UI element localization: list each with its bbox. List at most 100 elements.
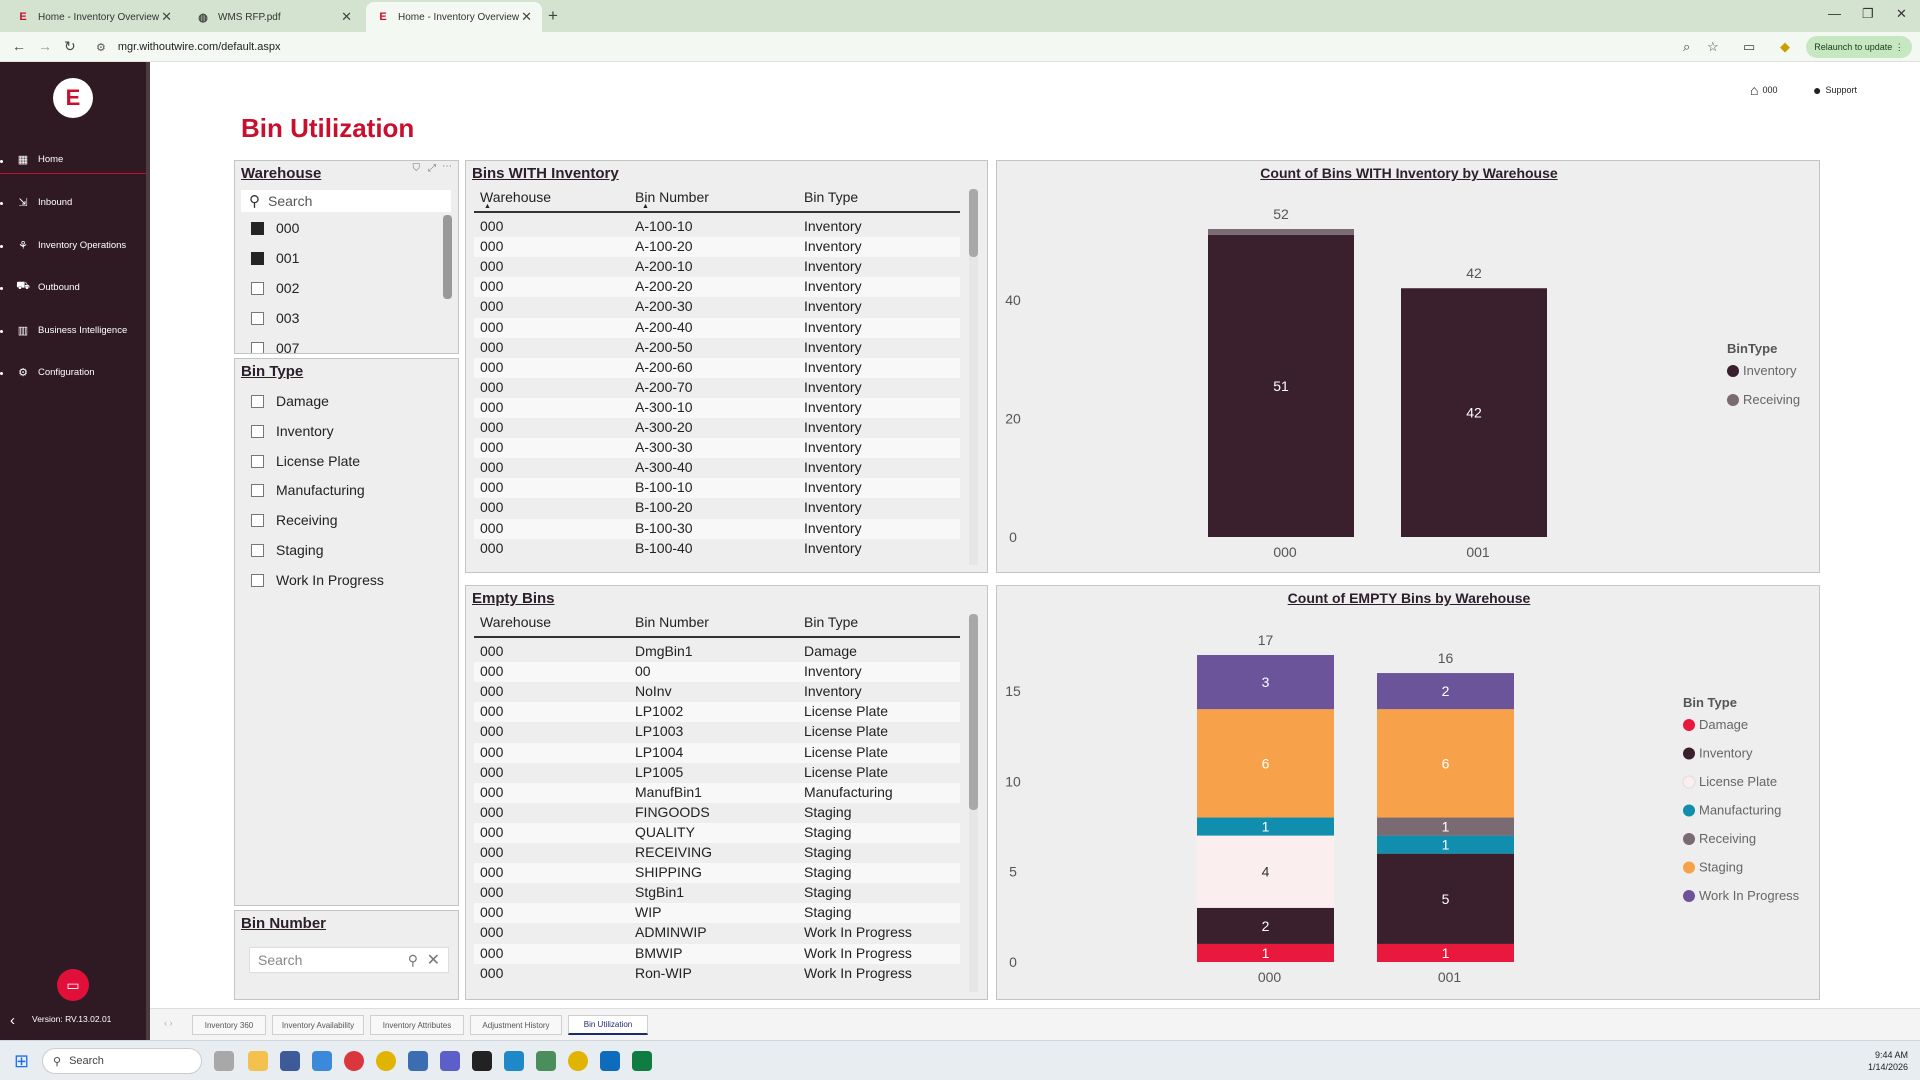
bar-segment-license-plate[interactable]: [1197, 835, 1334, 908]
warehouse-option-002[interactable]: 002: [251, 277, 299, 299]
table-row[interactable]: 000 A-300-10 Inventory: [474, 397, 960, 418]
column-header-bin-type[interactable]: Bin Type: [804, 189, 859, 205]
checkbox[interactable]: [251, 483, 264, 497]
column-header-warehouse[interactable]: Warehouse: [480, 614, 552, 630]
legend-entry[interactable]: Inventory: [1699, 746, 1753, 761]
bar-segment-receiving[interactable]: [1208, 229, 1354, 235]
table-row[interactable]: 000 DmgBin1 Damage: [474, 642, 960, 662]
filter-icon[interactable]: ⛉: [412, 163, 421, 174]
forward-icon[interactable]: →: [38, 38, 52, 54]
bar-segment-inventory[interactable]: [1197, 907, 1334, 944]
table-row[interactable]: 000 A-100-20 Inventory: [474, 237, 960, 258]
table-row[interactable]: 000 A-300-30 Inventory: [474, 438, 960, 459]
warehouse-option-003[interactable]: 003: [251, 307, 299, 329]
table-row[interactable]: 000 ManufBin1 Manufacturing: [474, 782, 960, 803]
new-tab-icon[interactable]: +: [548, 6, 558, 25]
search-icon[interactable]: ⚲: [407, 951, 418, 968]
bar-segment-manufacturing[interactable]: [1377, 835, 1514, 854]
browser-tab-active[interactable]: E Home - Inventory Overview ✕: [366, 2, 542, 32]
bar-segment-inventory[interactable]: [1208, 234, 1354, 537]
bintype-option-manufacturing[interactable]: Manufacturing: [251, 479, 365, 501]
bar-segment-staging[interactable]: [1197, 709, 1334, 818]
tab-inventory-attributes[interactable]: Inventory Attributes: [370, 1015, 464, 1035]
taskbar-search[interactable]: ⚲ Search: [42, 1048, 202, 1074]
bintype-option-damage[interactable]: Damage: [251, 390, 329, 412]
taskbar-clock[interactable]: 9:44 AM 1/14/2026: [1867, 1050, 1908, 1072]
table-row[interactable]: 000 SHIPPING Staging: [474, 863, 960, 884]
bar-segment-damage[interactable]: [1197, 943, 1334, 962]
app-icon[interactable]: [472, 1051, 492, 1071]
table-row[interactable]: 000 A-100-10 Inventory: [474, 217, 960, 237]
sidebar-item-business-intelligence[interactable]: ▥ Business Intelligence: [17, 324, 128, 337]
clear-icon[interactable]: ✕: [426, 952, 440, 969]
widgets-icon[interactable]: [214, 1051, 234, 1071]
warehouse-option-007[interactable]: 007: [251, 337, 299, 353]
checkbox[interactable]: [251, 221, 264, 235]
table-row[interactable]: 000 StgBin1 Staging: [474, 883, 960, 903]
file-explorer-icon[interactable]: [248, 1051, 268, 1071]
sidebar-item-inbound[interactable]: ⇲ Inbound: [0, 188, 146, 216]
prev-page-icon[interactable]: ‹ ›: [164, 1018, 173, 1028]
scrollbar-thumb[interactable]: [443, 215, 452, 299]
back-icon[interactable]: ←: [12, 38, 26, 54]
binnumber-search-input[interactable]: Search ⚲ ✕: [249, 947, 449, 973]
bintype-option-inventory[interactable]: Inventory: [251, 420, 334, 442]
legend-entry[interactable]: Receiving: [1699, 831, 1756, 846]
app-icon[interactable]: [504, 1051, 524, 1071]
table-row[interactable]: 000 A-200-60 Inventory: [474, 357, 960, 378]
more-options-icon[interactable]: ⋯: [442, 161, 452, 172]
legend-marker[interactable]: [1727, 365, 1739, 377]
table-row[interactable]: 000 00 Inventory: [474, 662, 960, 683]
warehouse-option-000[interactable]: 000: [251, 217, 299, 239]
table-row[interactable]: 000 B-100-30 Inventory: [474, 518, 960, 539]
checkbox[interactable]: [251, 424, 264, 438]
site-info-icon[interactable]: ⚙: [96, 41, 106, 54]
legend-entry[interactable]: Staging: [1699, 860, 1743, 875]
url-field[interactable]: ⚙ mgr.withoutwire.com/default.aspx: [96, 41, 281, 54]
close-window-icon[interactable]: ✕: [1896, 6, 1907, 21]
restore-icon[interactable]: ❐: [1862, 6, 1874, 21]
bintype-option-receiving[interactable]: Receiving: [251, 509, 337, 531]
bar-segment-receiving[interactable]: [1377, 817, 1514, 836]
legend-marker[interactable]: [1683, 833, 1695, 845]
warehouse-search-input[interactable]: ⚲ Search: [241, 190, 451, 212]
reload-icon[interactable]: ↻: [64, 38, 76, 54]
bar-segment-damage[interactable]: [1377, 943, 1514, 962]
column-header-warehouse[interactable]: Warehouse: [480, 189, 552, 205]
table-row[interactable]: 000 A-200-30 Inventory: [474, 297, 960, 317]
tab-inventory-360[interactable]: Inventory 360: [192, 1015, 266, 1035]
legend-entry[interactable]: License Plate: [1699, 774, 1777, 789]
checkbox[interactable]: [251, 394, 264, 408]
app-icon[interactable]: [344, 1051, 364, 1071]
table-row[interactable]: 000 FINGOODS Staging: [474, 803, 960, 823]
column-header-bin-number[interactable]: Bin Number: [635, 189, 709, 205]
table-row[interactable]: 000 RECEIVING Staging: [474, 843, 960, 863]
column-header-bin-type[interactable]: Bin Type: [804, 614, 859, 630]
bintype-option-license-plate[interactable]: License Plate: [251, 450, 360, 472]
table-row[interactable]: 000 A-200-50 Inventory: [474, 338, 960, 358]
chat-button[interactable]: ▭: [57, 969, 89, 1001]
checkbox[interactable]: [251, 573, 264, 587]
outlook-icon[interactable]: [600, 1051, 620, 1071]
focus-mode-icon[interactable]: ⤢: [428, 163, 436, 174]
legend-marker[interactable]: [1683, 719, 1695, 731]
collapse-sidebar-icon[interactable]: ‹: [10, 1012, 15, 1029]
checkbox[interactable]: [251, 543, 264, 557]
table-row[interactable]: 000 B-100-10 Inventory: [474, 478, 960, 499]
scrollbar-thumb[interactable]: [969, 189, 978, 257]
scrollbar-thumb[interactable]: [969, 614, 978, 810]
table-row[interactable]: 000 B-100-40 Inventory: [474, 539, 960, 559]
app-icon[interactable]: [536, 1051, 556, 1071]
warehouse-indicator[interactable]: ⌂ 000: [1750, 82, 1778, 98]
bar-segment-work-in-progress[interactable]: [1377, 673, 1514, 710]
minimize-icon[interactable]: —: [1828, 6, 1841, 21]
checkbox[interactable]: [251, 454, 264, 468]
cast-icon[interactable]: ▭: [1743, 39, 1756, 54]
column-header-bin-number[interactable]: Bin Number: [635, 614, 709, 630]
table-scrollbar[interactable]: [969, 614, 978, 992]
close-tab-icon[interactable]: ✕: [161, 9, 172, 24]
legend-marker[interactable]: [1683, 804, 1695, 817]
bar-segment-manufacturing[interactable]: [1197, 817, 1334, 836]
checkbox[interactable]: [251, 341, 264, 353]
table-row[interactable]: 000 LP1005 License Plate: [474, 763, 960, 783]
